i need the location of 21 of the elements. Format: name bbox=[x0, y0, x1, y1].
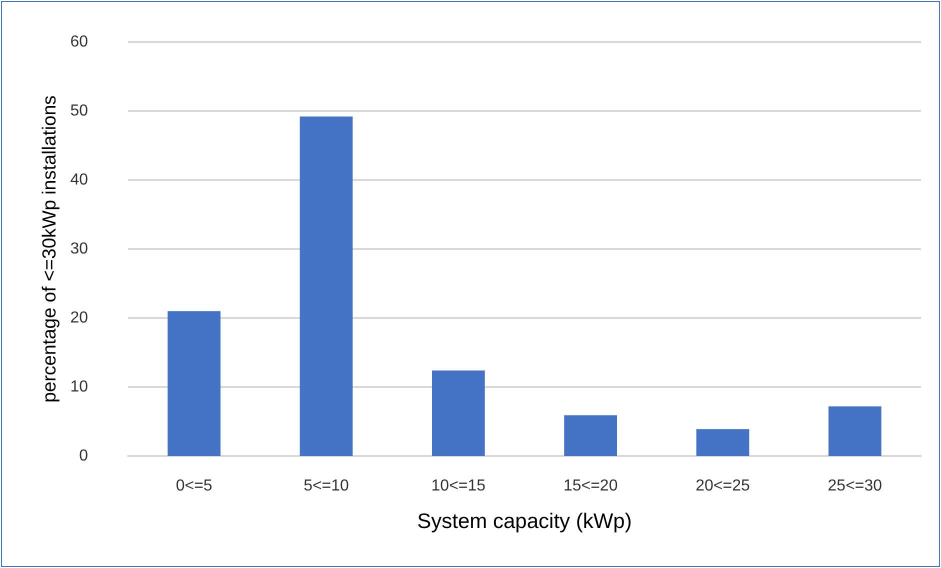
bar bbox=[564, 415, 618, 456]
bar bbox=[696, 429, 750, 456]
bar bbox=[300, 116, 353, 456]
x-tick-label: 20<=25 bbox=[696, 478, 750, 494]
x-axis-title: System capacity (kWp) bbox=[417, 510, 632, 533]
y-tick-label: 10 bbox=[70, 378, 88, 396]
x-tick-label: 0<=5 bbox=[176, 478, 212, 494]
y-tick-label: 50 bbox=[70, 102, 88, 120]
y-tick-label: 40 bbox=[70, 172, 88, 188]
bar bbox=[168, 311, 221, 456]
bar bbox=[432, 370, 485, 456]
x-tick-label: 5<=10 bbox=[304, 478, 350, 494]
y-tick-label: 60 bbox=[70, 34, 88, 50]
x-tick-label: 15<=20 bbox=[563, 478, 618, 494]
y-axis-title: percentage of <=30kWp installations bbox=[39, 95, 60, 403]
x-tick-label: 25<=30 bbox=[828, 478, 882, 494]
x-tick-label: 10<=15 bbox=[431, 478, 486, 494]
y-tick-label: 0 bbox=[79, 448, 88, 464]
y-tick-label: 30 bbox=[70, 240, 88, 258]
bar bbox=[828, 406, 882, 456]
y-tick-label: 20 bbox=[70, 310, 88, 326]
